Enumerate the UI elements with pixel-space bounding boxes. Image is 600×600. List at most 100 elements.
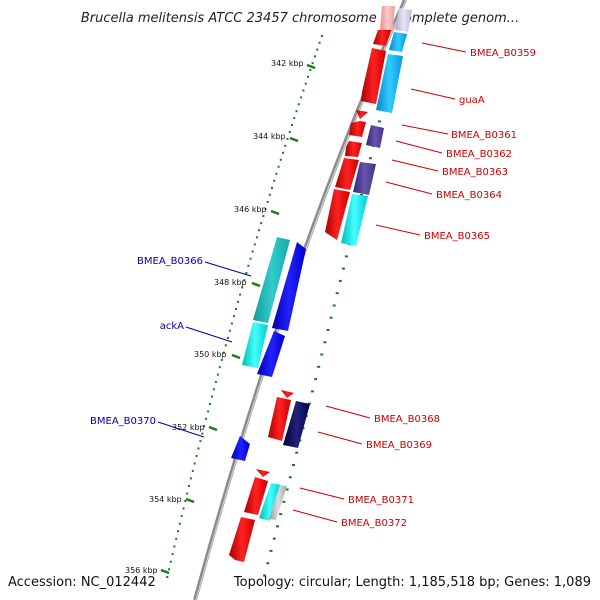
ring-dot [266, 562, 270, 565]
ring-dot [277, 165, 280, 168]
ring-dot [314, 378, 318, 381]
ring-dot [311, 62, 314, 65]
ring-dot [316, 48, 319, 51]
ring-dot [320, 353, 324, 356]
tick-label: 350 kbp [194, 350, 227, 359]
ring-dot [338, 279, 342, 282]
ring-dot [285, 488, 289, 491]
ring-dot [195, 455, 198, 457]
ring-dot [304, 82, 307, 85]
gene-reverse [253, 237, 290, 323]
forward-leaders [292, 42, 467, 523]
ring-dot [377, 120, 381, 123]
tick-label: 346 kbp [234, 205, 267, 214]
tick-label: 354 kbp [149, 495, 182, 504]
ring-dot [276, 525, 279, 528]
ring-dot [177, 530, 179, 533]
tick-label: 356 kbp [125, 566, 158, 575]
gene-label-bmea-b0362: BMEA_B0362 [446, 149, 512, 160]
gene-label-bmea-b0370: BMEA_B0370 [90, 416, 156, 427]
reverse-leaders [157, 261, 252, 438]
ring-dot [292, 464, 295, 466]
ring-dot [293, 117, 296, 120]
ring-dot [295, 110, 298, 113]
ring-dot [173, 545, 176, 548]
ring-dot [230, 322, 233, 325]
gene-label-bmea-b0364: BMEA_B0364 [436, 190, 502, 201]
ring-dot [307, 75, 309, 78]
gene-label-guaa: guaA [459, 95, 485, 106]
ring-dot [197, 447, 200, 450]
gene-label-bmea-b0368: BMEA_B0368 [374, 414, 440, 425]
ring-dot [302, 89, 305, 92]
forward-gene-labels: BMEA_B0359 guaA BMEA_B0361 BMEA_B0362 BM… [341, 48, 536, 529]
ring-dot [275, 172, 278, 175]
gene-forward [259, 483, 281, 521]
gene-forward [349, 121, 366, 137]
accession-text: Accession: NC_012442 [8, 575, 156, 590]
major-tick [270, 209, 280, 216]
ring-dot [237, 300, 240, 303]
gene-label-bmea-b0369: BMEA_B0369 [366, 440, 432, 451]
gene-forward [380, 6, 395, 30]
ring-dot [186, 492, 189, 495]
ring-dot [201, 432, 204, 435]
ring-dot [360, 194, 363, 196]
ring-dot [251, 250, 254, 253]
gene-forward [366, 125, 384, 148]
ring-dot [253, 243, 256, 246]
reverse-genes [231, 237, 306, 461]
ring-dot [211, 395, 213, 398]
ring-dot [291, 124, 293, 126]
major-tick [208, 425, 218, 432]
ring-dot [188, 484, 190, 487]
ring-dot [235, 308, 237, 310]
gene-forward [373, 30, 391, 46]
ring-dot [314, 55, 316, 58]
major-tick [185, 497, 195, 504]
tick-label: 344 kbp [253, 132, 286, 141]
ring-dot [288, 476, 292, 479]
ring-dot [309, 69, 312, 71]
major-ticks [160, 63, 316, 575]
gene-forward [341, 194, 368, 246]
ring-dot [329, 316, 333, 319]
ring-dot [178, 522, 181, 525]
ring-dot [284, 144, 287, 147]
ring-dot [295, 451, 299, 454]
tick-label: 352 kbp [172, 423, 205, 432]
ring-dot [344, 255, 348, 258]
tick-labels: 342 kbp 344 kbp 346 kbp 348 kbp 350 kbp … [125, 59, 304, 575]
ring-dot [341, 267, 345, 270]
gene-forward [229, 517, 255, 562]
gene-forward [376, 54, 403, 113]
ring-dot [222, 351, 225, 354]
map-title: Brucella melitensis ATCC 23457 chromosom… [81, 11, 519, 26]
gene-forward [389, 32, 407, 52]
major-tick [251, 281, 261, 288]
ring-dot [182, 507, 185, 510]
reverse-gene-labels: BMEA_B0366 ackA BMEA_B0370 [90, 256, 203, 427]
gene-forward [269, 485, 287, 520]
ring-dot [175, 537, 178, 540]
ring-dot [247, 264, 250, 267]
gene-forward [345, 141, 362, 157]
ring-dot [332, 304, 336, 307]
ring-dot [262, 215, 265, 217]
gene-reverse [231, 436, 250, 461]
ring-dot [193, 462, 196, 465]
gene-forward [244, 477, 268, 515]
gene-forward [283, 401, 310, 448]
ring-dot [184, 500, 187, 502]
ring-dot [300, 96, 303, 99]
ring-dot [171, 553, 174, 556]
gene-forward [335, 158, 359, 190]
ring-dot [239, 293, 242, 296]
gene-forward [268, 397, 291, 441]
gene-label-bmea-b0371: BMEA_B0371 [348, 495, 414, 506]
ring-dot [271, 186, 273, 189]
tick-label: 348 kbp [214, 278, 247, 287]
ring-dot [233, 315, 235, 318]
major-tick [160, 568, 170, 575]
